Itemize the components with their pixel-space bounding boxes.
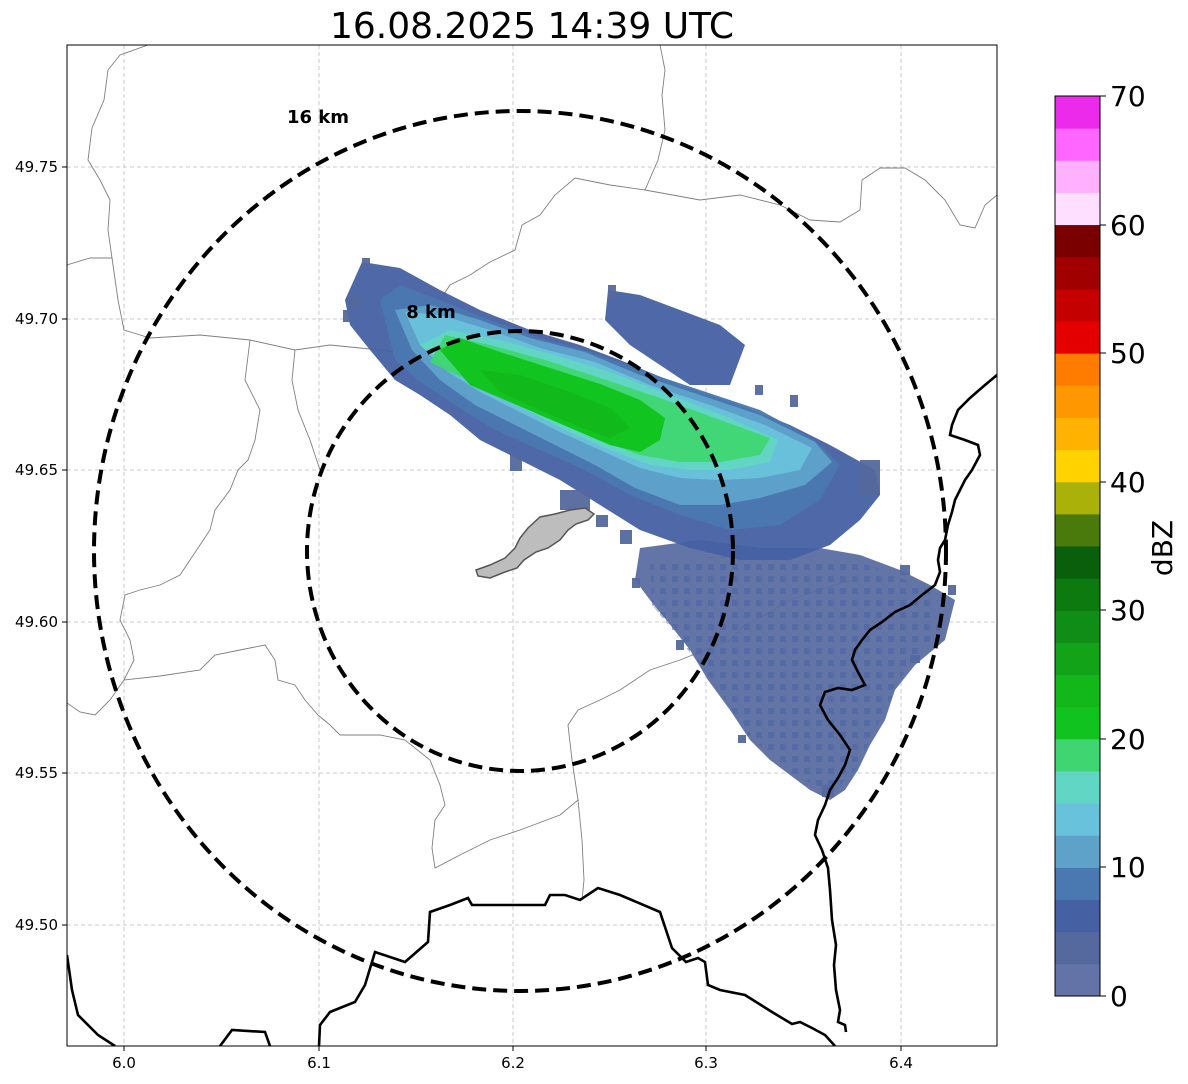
y-tick-label: 49.55 — [15, 764, 58, 782]
x-axis-ticks: 6.0 6.1 6.2 6.3 6.4 — [112, 1054, 913, 1072]
colorbar-bin — [1055, 288, 1100, 322]
colorbar-bin — [1055, 96, 1100, 129]
colorbar-bin — [1055, 449, 1100, 483]
y-tick-label: 49.75 — [15, 158, 58, 176]
colorbar-bin — [1055, 578, 1100, 611]
y-tick-label: 49.65 — [15, 461, 58, 479]
x-tick-label: 6.2 — [501, 1054, 525, 1072]
colorbar-tick-label: 10 — [1110, 851, 1146, 884]
colorbar-bin — [1055, 963, 1100, 997]
x-tick-label: 6.3 — [694, 1054, 718, 1072]
colorbar-bin — [1055, 642, 1100, 676]
range-ring-16km — [92, 109, 948, 993]
x-tick-label: 6.0 — [112, 1054, 136, 1072]
map-frame — [66, 44, 998, 1047]
colorbar-bin — [1055, 738, 1100, 772]
colorbar-bin — [1055, 835, 1100, 868]
echo-northeast-patch — [605, 290, 745, 385]
reflectivity-echoes — [343, 258, 956, 800]
map-panel: 8 km 16 km 6.0 6.1 6.2 6.3 6.4 49.75 — [15, 44, 998, 1072]
colorbar-bin — [1055, 128, 1100, 161]
colorbar-frame — [1054, 95, 1101, 997]
colorbar-bin — [1055, 803, 1100, 836]
colorbar-bin — [1055, 771, 1100, 804]
colorbar-tick-label: 70 — [1110, 80, 1146, 113]
colorbar-bin — [1055, 899, 1100, 933]
colorbar-bin — [1055, 224, 1100, 258]
colorbar-bin — [1055, 674, 1100, 708]
ring-label-16km: 16 km — [287, 107, 349, 128]
range-rings — [92, 109, 948, 993]
national-border — [67, 374, 997, 1046]
colorbar-bin — [1055, 513, 1100, 547]
range-ring-8km — [305, 329, 735, 773]
colorbar-tick-label: 30 — [1110, 594, 1146, 627]
colorbar-tick-label: 60 — [1110, 209, 1146, 242]
colorbar-bins — [1055, 96, 1100, 997]
colorbar-label: dBZ — [1146, 520, 1179, 576]
colorbar-bin — [1055, 353, 1100, 386]
plot-title: 16.08.2025 14:39 UTC — [330, 6, 734, 47]
colorbar-tick-label: 20 — [1110, 723, 1146, 756]
ring-label-8km: 8 km — [406, 302, 456, 323]
y-tick-label: 49.50 — [15, 916, 58, 934]
colorbar-bin — [1055, 931, 1100, 965]
radar-site-area — [475, 507, 596, 579]
colorbar-bin — [1055, 192, 1100, 226]
colorbar-bin — [1055, 610, 1100, 643]
colorbar-bin — [1055, 160, 1100, 193]
colorbar-bin — [1055, 321, 1100, 354]
colorbar-tick-label: 0 — [1110, 980, 1128, 1013]
y-tick-label: 49.70 — [15, 310, 58, 328]
colorbar-bin — [1055, 481, 1100, 515]
colorbar-bin — [1055, 867, 1100, 901]
y-axis-ticks: 49.75 49.70 49.65 49.60 49.55 49.50 — [15, 158, 58, 934]
colorbar-bin — [1055, 385, 1100, 418]
colorbar-tick-label: 40 — [1110, 466, 1146, 499]
colorbar-bin — [1055, 417, 1100, 451]
colorbar-bin — [1055, 706, 1100, 740]
y-tick-label: 49.60 — [15, 613, 58, 631]
x-tick-label: 6.1 — [307, 1054, 331, 1072]
x-tick-label: 6.4 — [889, 1054, 913, 1072]
commune-boundaries — [67, 45, 997, 901]
colorbar-bin — [1055, 546, 1100, 579]
colorbar-tick-label: 50 — [1110, 337, 1146, 370]
colorbar-bin — [1055, 256, 1100, 290]
colorbar: 70 60 50 40 30 20 10 0 dBZ — [1054, 80, 1179, 1013]
